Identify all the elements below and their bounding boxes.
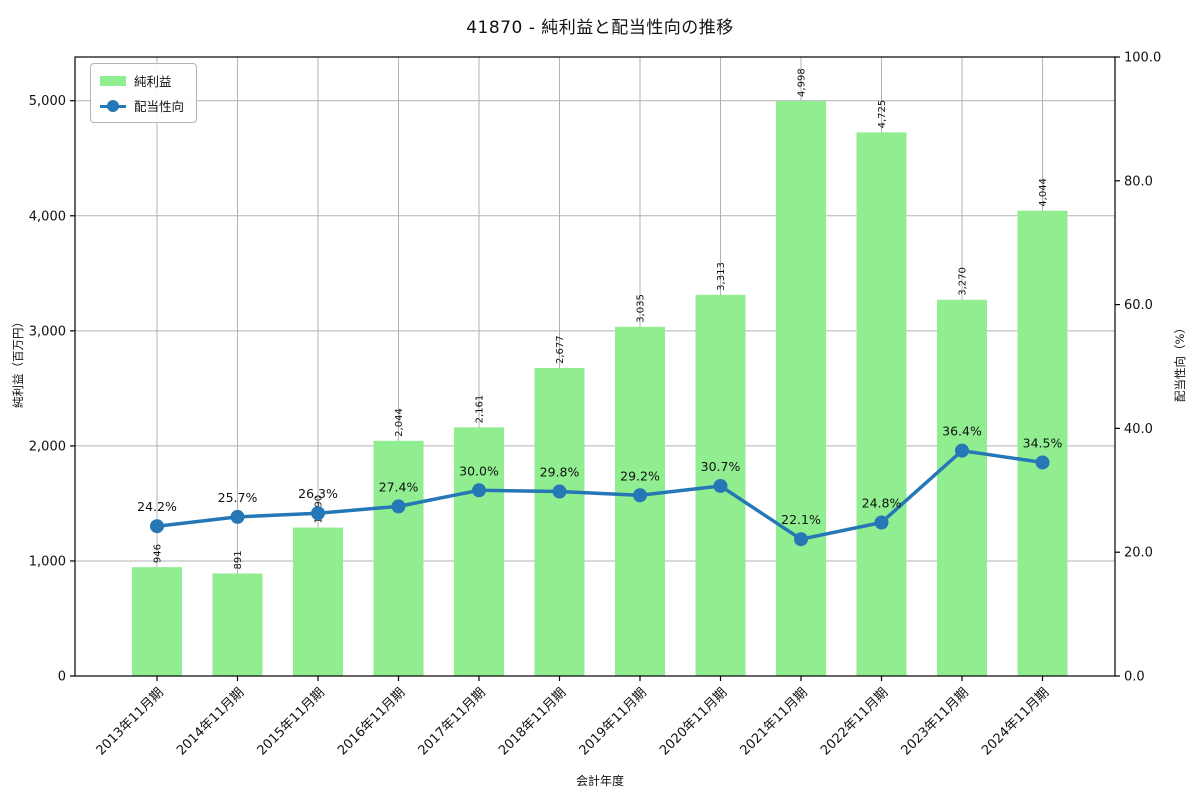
bar-value-label: 3,270 [958, 267, 969, 296]
x-axis-tick-label: 2015年11月期 [255, 685, 328, 758]
y-axis-left-tick-label: 1,000 [29, 554, 66, 569]
payout-ratio-marker [633, 488, 647, 503]
bar-value-label: 3,035 [636, 294, 647, 323]
bar-value-label: 2,161 [475, 395, 486, 424]
y-axis-left-tick-label: 3,000 [29, 324, 66, 339]
payout-ratio-marker [311, 506, 325, 521]
net-income-bar [856, 132, 907, 677]
y-axis-left-tick-label: 5,000 [29, 94, 66, 109]
y-axis-right-tick-label: 80.0 [1124, 174, 1153, 189]
net-income-bar [454, 427, 504, 676]
bar-value-label: 4,725 [877, 100, 888, 129]
y-axis-right-tick-label: 100.0 [1124, 51, 1161, 66]
y-axis-left-tick-label: 2,000 [29, 439, 66, 454]
x-axis-tick-label: 2022年11月期 [818, 685, 891, 758]
payout-ratio-marker [552, 484, 567, 499]
x-axis-label: 会計年度 [575, 774, 624, 788]
bar-value-label: 3,313 [716, 262, 727, 291]
x-axis-tick-label: 2014年11月期 [174, 685, 247, 758]
payout-ratio-label: 30.7% [701, 459, 741, 474]
payout-ratio-label: 25.7% [218, 490, 258, 505]
payout-ratio-label: 24.2% [137, 499, 177, 514]
payout-ratio-label: 22.1% [781, 512, 821, 527]
net-income-bar [373, 440, 424, 676]
net-income-bar [212, 573, 263, 676]
payout-ratio-marker [472, 483, 486, 498]
payout-ratio-label: 24.8% [862, 495, 902, 510]
payout-ratio-marker [955, 443, 969, 458]
bar-value-label: 2,677 [555, 335, 566, 364]
x-axis-tick-label: 2023年11月期 [899, 685, 972, 758]
payout-ratio-label: 27.4% [379, 479, 419, 494]
y-axis-right-tick-label: 60.0 [1124, 298, 1153, 313]
payout-ratio-label: 26.3% [298, 486, 338, 501]
payout-ratio-marker [391, 499, 406, 514]
legend: 純利益 配当性向 [90, 63, 198, 123]
payout-ratio-marker [1035, 455, 1050, 470]
legend-label-payout-ratio: 配当性向 [134, 99, 185, 114]
x-axis-tick-label: 2018年11月期 [496, 685, 569, 758]
bar-value-label: 4,044 [1038, 178, 1049, 207]
payout-ratio-marker [874, 515, 889, 530]
payout-ratio-marker [230, 509, 245, 524]
x-axis-tick-label: 2016年11月期 [335, 685, 408, 758]
payout-ratio-marker [150, 519, 164, 534]
bar-value-label: 4,998 [797, 68, 808, 97]
legend-item-net-income: 純利益 [100, 71, 184, 90]
y-axis-right-tick-label: 40.0 [1124, 422, 1153, 437]
payout-ratio-label: 34.5% [1023, 435, 1063, 450]
payout-ratio-label: 36.4% [942, 424, 982, 439]
payout-ratio-label: 29.2% [620, 468, 660, 483]
x-axis-tick-label: 2017年11月期 [416, 685, 489, 758]
net-income-bar [293, 527, 343, 676]
line-marker-icon [100, 99, 126, 112]
x-axis-tick-label: 2013年11月期 [94, 685, 167, 758]
payout-ratio-label: 30.0% [459, 463, 499, 478]
y-axis-left-tick-label: 4,000 [29, 209, 66, 224]
x-axis-tick-label: 2021年11月期 [738, 685, 811, 758]
bar-swatch-icon [100, 75, 126, 86]
y-axis-right-tick-label: 20.0 [1124, 546, 1153, 561]
net-income-bar [1017, 210, 1068, 677]
chart-title: 41870 - 純利益と配当性向の推移 [466, 18, 734, 38]
payout-ratio-marker [713, 478, 728, 493]
y-axis-left-tick-label: 0 [58, 670, 66, 685]
x-axis-tick-label: 2019年11月期 [577, 685, 650, 758]
net-income-bar [937, 299, 987, 676]
legend-label-net-income: 純利益 [134, 74, 172, 89]
legend-item-payout-ratio: 配当性向 [100, 96, 184, 115]
payout-ratio-line [156, 448, 1043, 541]
net-income-bar [132, 567, 182, 676]
y-axis-right-tick-label: 0.0 [1124, 670, 1145, 685]
x-axis-tick-label: 2020年11月期 [657, 685, 730, 758]
payout-ratio-label: 29.8% [540, 465, 580, 480]
x-axis-tick-label: 2024年11月期 [979, 685, 1052, 758]
payout-ratio-marker [794, 532, 808, 547]
bar-value-label: 891 [233, 550, 244, 569]
bar-value-label: 2,044 [394, 408, 405, 437]
net-income-bar [534, 367, 585, 676]
axes-frame [74, 56, 1116, 677]
net-income-bar [776, 100, 826, 677]
bar-value-label: 946 [153, 544, 164, 563]
